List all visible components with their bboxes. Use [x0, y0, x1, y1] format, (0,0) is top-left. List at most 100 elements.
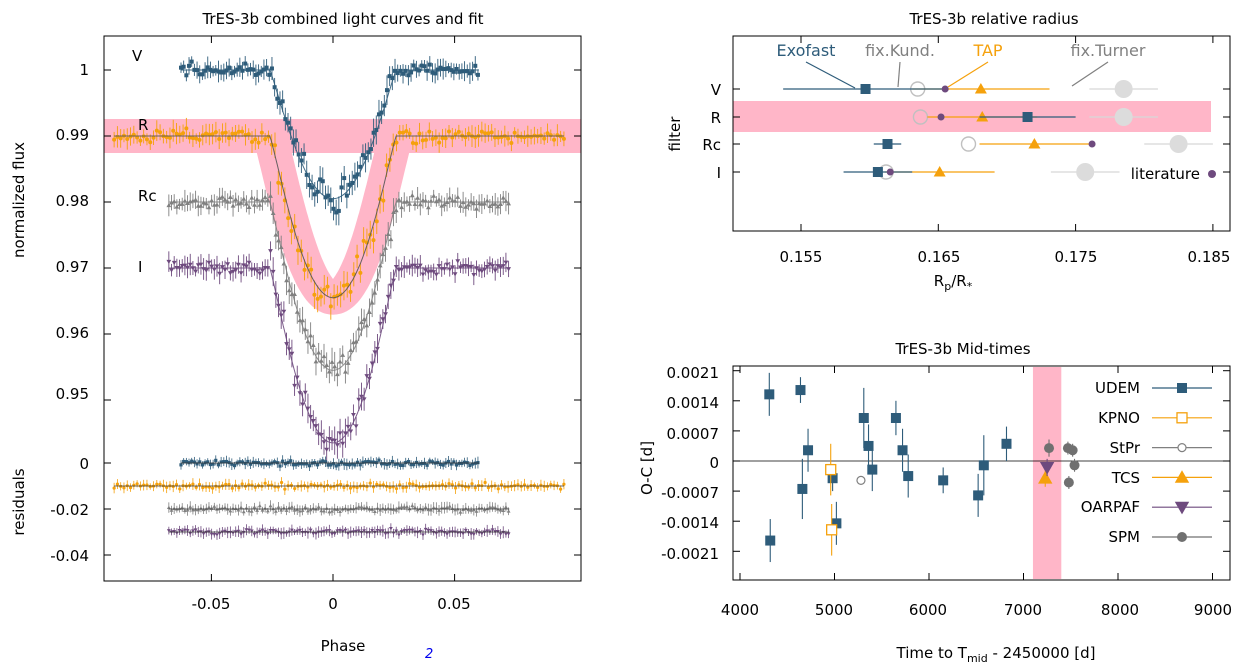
lc-point-r — [374, 219, 379, 224]
residual-point-r — [342, 485, 346, 490]
residual-point-r — [194, 485, 198, 490]
lc-point-v — [237, 65, 242, 70]
lc-point-r — [312, 292, 317, 297]
residual-point-v — [240, 460, 245, 464]
residual-point-rc — [193, 507, 198, 512]
lc-point-v — [376, 112, 381, 117]
lc-point-r — [309, 267, 314, 272]
lc-point-r — [259, 130, 264, 135]
residual-point-i — [311, 532, 316, 536]
residual-point-r — [401, 486, 405, 490]
lc-point-i — [193, 269, 198, 274]
lc-point-i — [377, 321, 383, 327]
lc-point-i — [455, 259, 461, 264]
residual-point-v — [390, 459, 394, 464]
residual-point-v — [361, 460, 365, 464]
residual-point-v — [254, 460, 258, 465]
rad-ticks — [733, 36, 1230, 231]
residual-point-i — [362, 529, 367, 533]
lc-point-i — [492, 268, 498, 273]
lc-point-r — [253, 137, 258, 142]
residual-point-v — [294, 463, 298, 467]
residual-point-rc — [372, 509, 377, 514]
lc-label-v: V — [132, 47, 143, 65]
lc-point-r — [358, 270, 363, 275]
residual-point-i — [423, 527, 428, 532]
lc-point-i — [500, 264, 506, 269]
lc-point-i — [343, 431, 348, 436]
residual-point-rc — [249, 509, 254, 513]
footnote-mark: 2 — [425, 647, 433, 662]
residual-point-rc — [257, 503, 262, 508]
lc-point-r — [371, 238, 376, 243]
residual-point-rc — [493, 505, 498, 509]
lc-point-i — [359, 394, 364, 399]
lc-point-i — [302, 390, 308, 395]
lc-point-r — [384, 163, 389, 168]
udem-point — [765, 535, 776, 546]
residual-point-rc — [188, 504, 193, 509]
residual-point-v — [372, 460, 376, 464]
lc-point-r — [184, 126, 189, 131]
lc-point-r — [328, 304, 333, 309]
residual-point-rc — [276, 505, 281, 509]
literature-point — [941, 85, 949, 93]
lc-point-v — [280, 99, 285, 104]
lc-point-r — [151, 135, 156, 140]
residual-point-i — [268, 528, 273, 533]
lc-point-v — [358, 164, 363, 169]
lc-point-rc — [219, 194, 225, 199]
mid-ytick-label: 0.0021 — [667, 364, 720, 382]
residual-point-v — [297, 462, 301, 466]
residual-point-rc — [503, 505, 508, 509]
lc-point-v — [406, 73, 411, 78]
lc-point-r — [187, 135, 192, 140]
residual-point-i — [265, 532, 270, 536]
residual-point-v — [430, 460, 435, 464]
lc-point-v — [310, 185, 315, 190]
residual-point-rc — [300, 508, 305, 512]
residual-point-rc — [207, 505, 211, 509]
udem-point — [795, 385, 806, 396]
lc-xtick-label: -0.05 — [192, 595, 231, 613]
residual-point-v — [222, 460, 226, 464]
lc-point-rc — [252, 202, 257, 207]
lc-point-rc — [495, 204, 501, 209]
lc-point-v — [205, 65, 210, 70]
lc-point-i — [209, 264, 215, 269]
lc-point-r — [318, 294, 323, 299]
lc-point-r — [154, 128, 159, 133]
rad-title: TrES-3b relative radius — [908, 10, 1078, 28]
lc-point-i — [364, 374, 370, 379]
lc-point-v — [243, 61, 248, 66]
residual-point-v — [219, 460, 223, 464]
residual-point-r — [536, 485, 540, 490]
tap-point — [933, 166, 946, 177]
lc-point-i — [490, 264, 495, 269]
legend-literature-marker — [1208, 170, 1216, 178]
residual-point-v — [460, 461, 464, 466]
lc-point-i — [214, 264, 220, 269]
lc-point-v — [269, 66, 274, 71]
legend-label-udem: UDEM — [1095, 379, 1140, 397]
lc-point-rc — [227, 194, 233, 199]
residual-point-i — [434, 531, 439, 536]
lc-point-r — [167, 135, 172, 140]
mid-xtick-label: 4000 — [721, 601, 759, 619]
lc-point-rc — [209, 198, 215, 203]
lc-point-r — [479, 129, 484, 134]
mid-data-points — [764, 372, 1080, 563]
lc-label-r: R — [138, 116, 148, 134]
lc-point-r — [466, 131, 471, 136]
residual-point-i — [485, 529, 490, 533]
lc-point-r — [240, 129, 245, 134]
lc-point-r — [433, 135, 438, 140]
lc-point-rc — [257, 202, 263, 207]
residual-point-v — [326, 463, 330, 467]
lc-point-v — [355, 172, 360, 177]
mid-ytick-label: 0.0014 — [667, 394, 720, 412]
lc-point-rc — [396, 197, 402, 202]
udem-point — [973, 490, 984, 501]
lc-point-rc — [498, 201, 503, 206]
lc-point-r — [322, 287, 327, 292]
